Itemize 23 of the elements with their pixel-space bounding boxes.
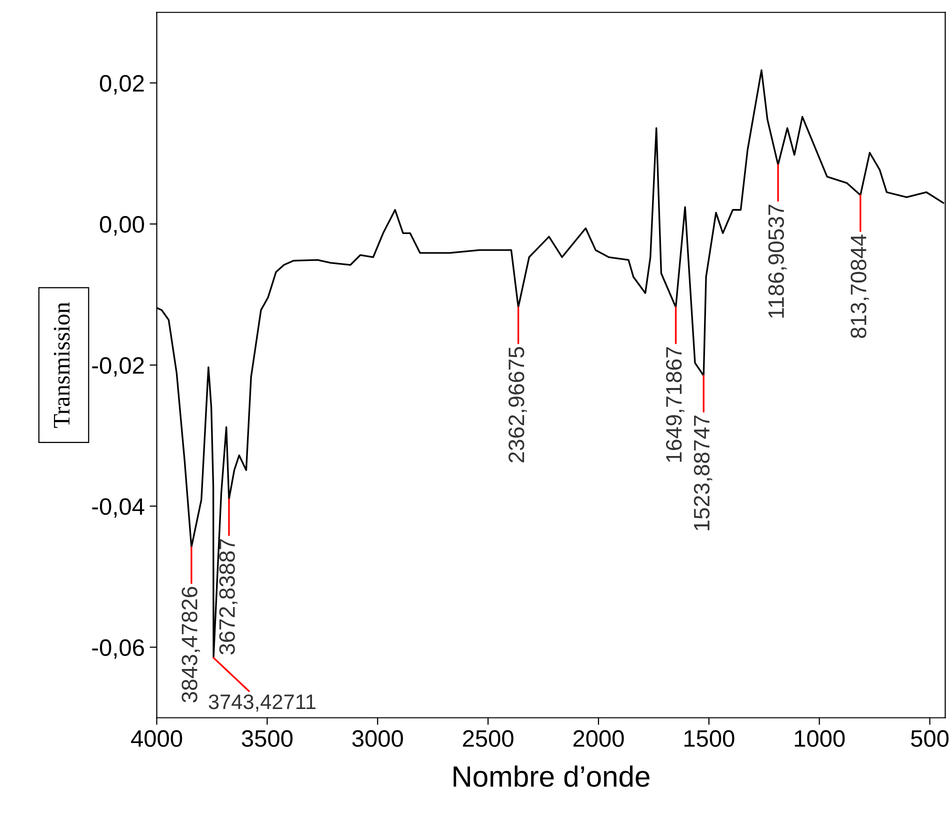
annotation: 2362,96675 <box>508 347 527 462</box>
x-tick-label: 2000 <box>573 730 624 747</box>
x-axis-title: Nombre d’onde <box>454 765 650 787</box>
x-tick-label: 4000 <box>131 730 182 747</box>
y-tick-label: -0,04 <box>92 498 144 518</box>
x-tick-label: 3500 <box>242 730 293 747</box>
annotation: 3843,47826 <box>182 586 200 702</box>
x-tick-label: 1500 <box>684 730 734 747</box>
x-tick-label: 3000 <box>352 730 403 747</box>
annotation: 1649,71867 <box>666 347 684 462</box>
annotation: 3743,42711 <box>208 694 316 712</box>
y-tick-label: 0,00 <box>100 216 144 236</box>
y-tick-label: -0,02 <box>92 357 144 377</box>
y-tick-label: 0,02 <box>100 74 144 94</box>
annotation: 1523,88747 <box>694 416 712 530</box>
annotation: 3672,83887 <box>219 539 238 655</box>
x-tick-label: 2500 <box>462 730 514 747</box>
x-tick-label: 500 <box>911 730 949 747</box>
y-axis-title: Transmission <box>54 302 70 428</box>
y-tick-label: -0,06 <box>92 639 144 659</box>
x-tick-label: 1000 <box>794 730 845 747</box>
annotation: 1186,90537 <box>768 204 787 318</box>
annotation: 813,70844 <box>850 234 870 338</box>
